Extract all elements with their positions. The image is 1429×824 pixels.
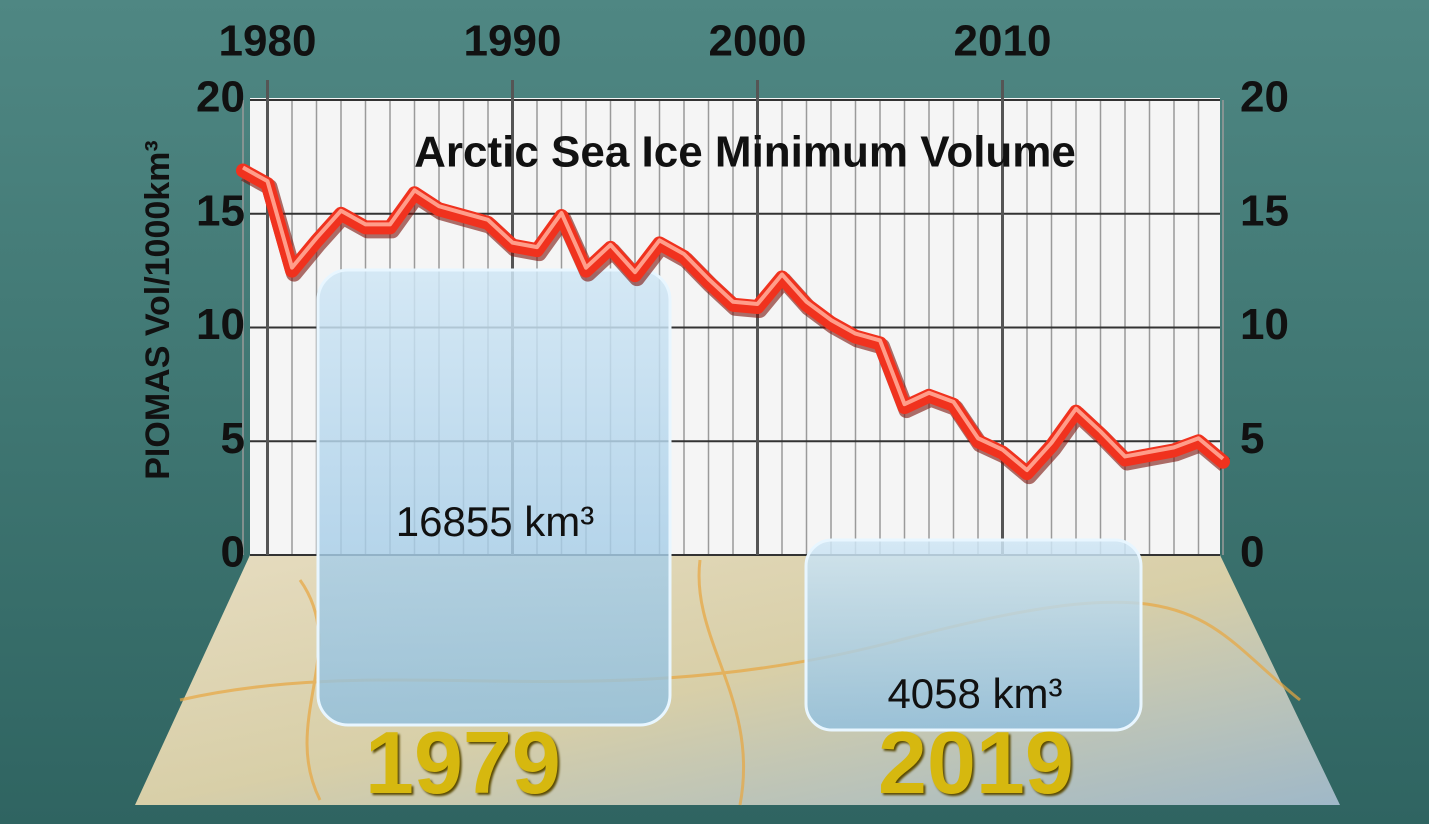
y2-tick-label: 15 [1240,186,1289,235]
y-tick-label: 10 [196,300,245,349]
y2-tick-label: 0 [1240,528,1264,577]
y-tick-label: 15 [196,186,245,235]
y-tick-label: 0 [221,528,245,577]
y-tick-label: 20 [196,73,245,122]
year-label: 2019 [878,713,1074,812]
year-label: 1979 [365,713,561,812]
y2-tick-label: 5 [1240,414,1264,463]
y2-tick-label: 20 [1240,73,1289,122]
y-axis-label: PIOMAS Vol/1000km³ [139,140,177,480]
chart-title: Arctic Sea Ice Minimum Volume [414,128,1076,177]
annotation: 4058 km³ [887,670,1063,717]
line-highlight [242,165,1225,473]
x-tick-label: 1980 [219,17,317,66]
annotation: 16855 km³ [395,498,595,545]
y2-tick-label: 10 [1240,300,1289,349]
ice-cube-1979 [316,268,672,727]
ice-cube-2019 [804,538,1143,732]
x-tick-label: 1990 [464,17,562,66]
y-tick-label: 5 [221,414,245,463]
x-tick-label: 2010 [954,17,1052,66]
x-tick-label: 2000 [709,17,807,66]
